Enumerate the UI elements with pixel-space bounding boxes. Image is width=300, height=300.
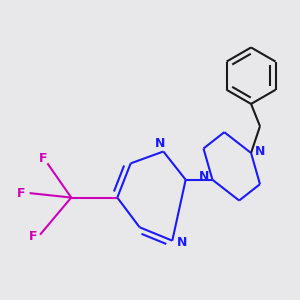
Text: F: F	[39, 152, 47, 165]
Text: N: N	[155, 137, 166, 150]
Text: N: N	[255, 145, 265, 158]
Text: N: N	[199, 170, 209, 183]
Text: F: F	[17, 187, 26, 200]
Text: F: F	[29, 230, 38, 243]
Text: N: N	[177, 236, 187, 249]
